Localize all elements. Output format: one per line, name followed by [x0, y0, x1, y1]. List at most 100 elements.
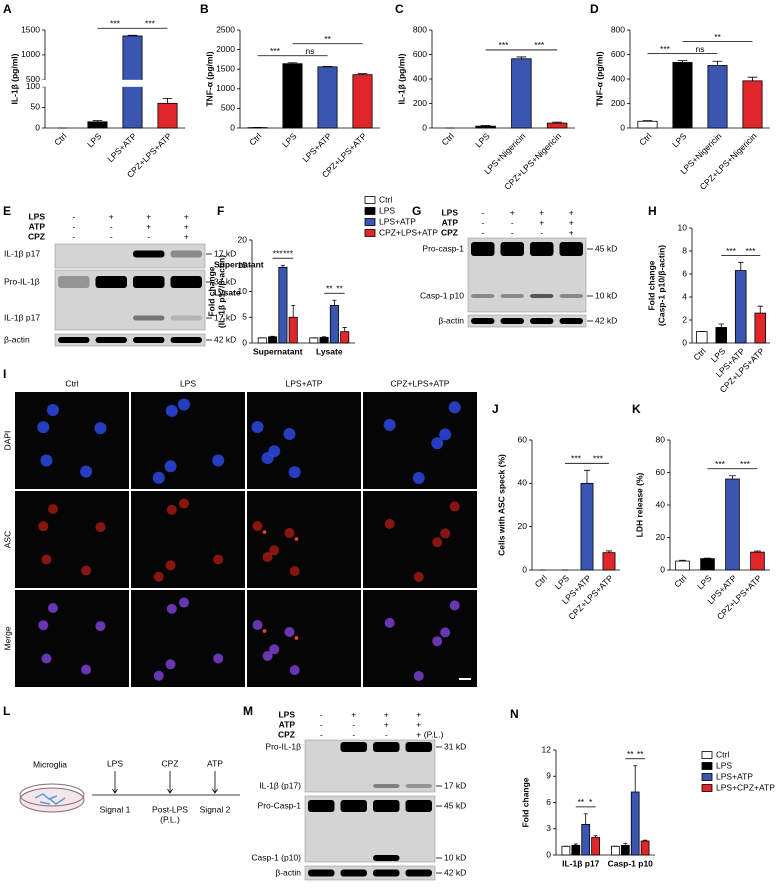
row-label: IL-1β (p17) — [259, 780, 301, 790]
condition-sign: - — [511, 217, 514, 227]
bar — [319, 336, 329, 344]
cell-nucleus — [262, 650, 273, 661]
error-bar — [593, 835, 598, 838]
condition-sign: - — [385, 729, 388, 739]
panel-letter: D — [590, 2, 599, 16]
blot-band — [96, 251, 128, 258]
cell-nucleus — [40, 454, 53, 467]
x-tick-label: Supernatant — [253, 346, 303, 356]
blot-band — [373, 855, 400, 861]
significance-label: ** — [326, 284, 333, 294]
marker-label: 31 kD — [214, 276, 236, 286]
significance-label: ns — [306, 46, 315, 56]
step-note: Signal 2 — [200, 804, 231, 814]
legend-label: Ctrl — [379, 194, 392, 204]
cell-nucleus — [383, 418, 396, 431]
panel-letter: F — [217, 204, 224, 218]
condition-sign: + — [569, 227, 574, 237]
cell-nucleus — [431, 437, 444, 450]
x-tick-label: Lysate — [316, 346, 343, 356]
y-tick-label: 0 — [422, 122, 427, 132]
error-bar — [623, 843, 628, 846]
cell-nucleus — [165, 560, 176, 571]
significance-label: *** — [660, 44, 671, 54]
bar — [580, 482, 594, 571]
bar — [546, 122, 568, 129]
x-tick-label: Casp-1 p10 — [608, 858, 654, 868]
significance-label: *** — [715, 459, 726, 469]
condition-sign: - — [110, 231, 113, 241]
panel-letter: M — [243, 704, 253, 718]
column-header: LPS — [180, 378, 196, 388]
condition-sign: + — [416, 729, 421, 739]
blot-band — [308, 869, 335, 877]
blot-band — [341, 784, 368, 788]
cell-nucleus — [252, 620, 263, 631]
y-tick-label: 20 — [656, 532, 666, 542]
blot-band — [500, 318, 524, 324]
micrograph — [247, 491, 361, 588]
y-tick-label: 100 — [26, 81, 40, 91]
y-axis-title: Fold change — [646, 260, 656, 310]
cell-nucleus — [47, 603, 58, 614]
row-header: DAPI — [2, 431, 12, 451]
blot-band — [58, 276, 90, 288]
blot-band — [170, 337, 202, 343]
y-tick-label: 2500 — [216, 24, 235, 34]
y-tick-label: 40 — [656, 499, 666, 509]
cell-nucleus — [283, 427, 296, 440]
cell-nucleus — [81, 664, 92, 675]
step-note: (P.L.) — [160, 814, 180, 824]
legend-label: LPS — [716, 760, 732, 770]
blot-band — [405, 800, 432, 812]
legend-swatch — [701, 751, 713, 759]
cell-nucleus — [269, 644, 280, 655]
error-bar — [738, 262, 744, 271]
bar — [675, 560, 690, 571]
condition-sign: - — [540, 227, 543, 237]
y-tick-label: 8 — [682, 245, 687, 255]
y-tick-label: 400 — [413, 73, 427, 83]
cell-nucleus — [38, 620, 49, 631]
significance-label: *** — [571, 454, 582, 464]
condition-label: ATP — [279, 719, 296, 729]
blot-band — [405, 742, 432, 752]
significance-label: *** — [746, 246, 757, 256]
cell-nucleus — [284, 527, 295, 538]
blot-band — [471, 294, 495, 298]
microglia-cells — [34, 793, 66, 805]
marker-label: 17 kD — [214, 248, 236, 258]
error-bar — [287, 62, 298, 64]
blot-band — [58, 337, 90, 343]
row-label: IL-1β p17 — [4, 248, 40, 258]
error-bar — [280, 264, 285, 268]
y-tick-label: 50 — [31, 102, 41, 112]
significance-label: *** — [110, 18, 121, 28]
y-tick-label: 1500 — [21, 24, 40, 34]
y-tick-label: 1000 — [21, 49, 40, 59]
y-tick-label: 40 — [518, 478, 528, 488]
step-label: ATP — [207, 758, 223, 768]
blot-band — [559, 242, 583, 256]
row-label: Pro-IL-1β — [4, 276, 40, 286]
significance-label: *** — [534, 40, 545, 50]
blot-strip — [467, 314, 587, 328]
significance-label: ** — [714, 32, 721, 42]
condition-sign: + — [569, 217, 574, 227]
error-bar — [291, 305, 296, 318]
bar — [581, 823, 591, 856]
marker-label: 31 kD — [444, 741, 466, 751]
condition-sign: + — [569, 207, 574, 217]
bar — [591, 837, 600, 856]
step-label: CPZ — [162, 758, 179, 768]
marker-label: 42 kD — [595, 315, 617, 325]
condition-sign: + — [384, 719, 389, 729]
bar — [288, 316, 298, 344]
cell-nucleus — [449, 501, 460, 512]
blot-band — [471, 318, 495, 324]
legend-swatch — [364, 196, 376, 204]
legend-swatch — [701, 773, 713, 781]
y-tick-label: 60 — [656, 467, 666, 477]
asc-speck — [294, 636, 299, 640]
